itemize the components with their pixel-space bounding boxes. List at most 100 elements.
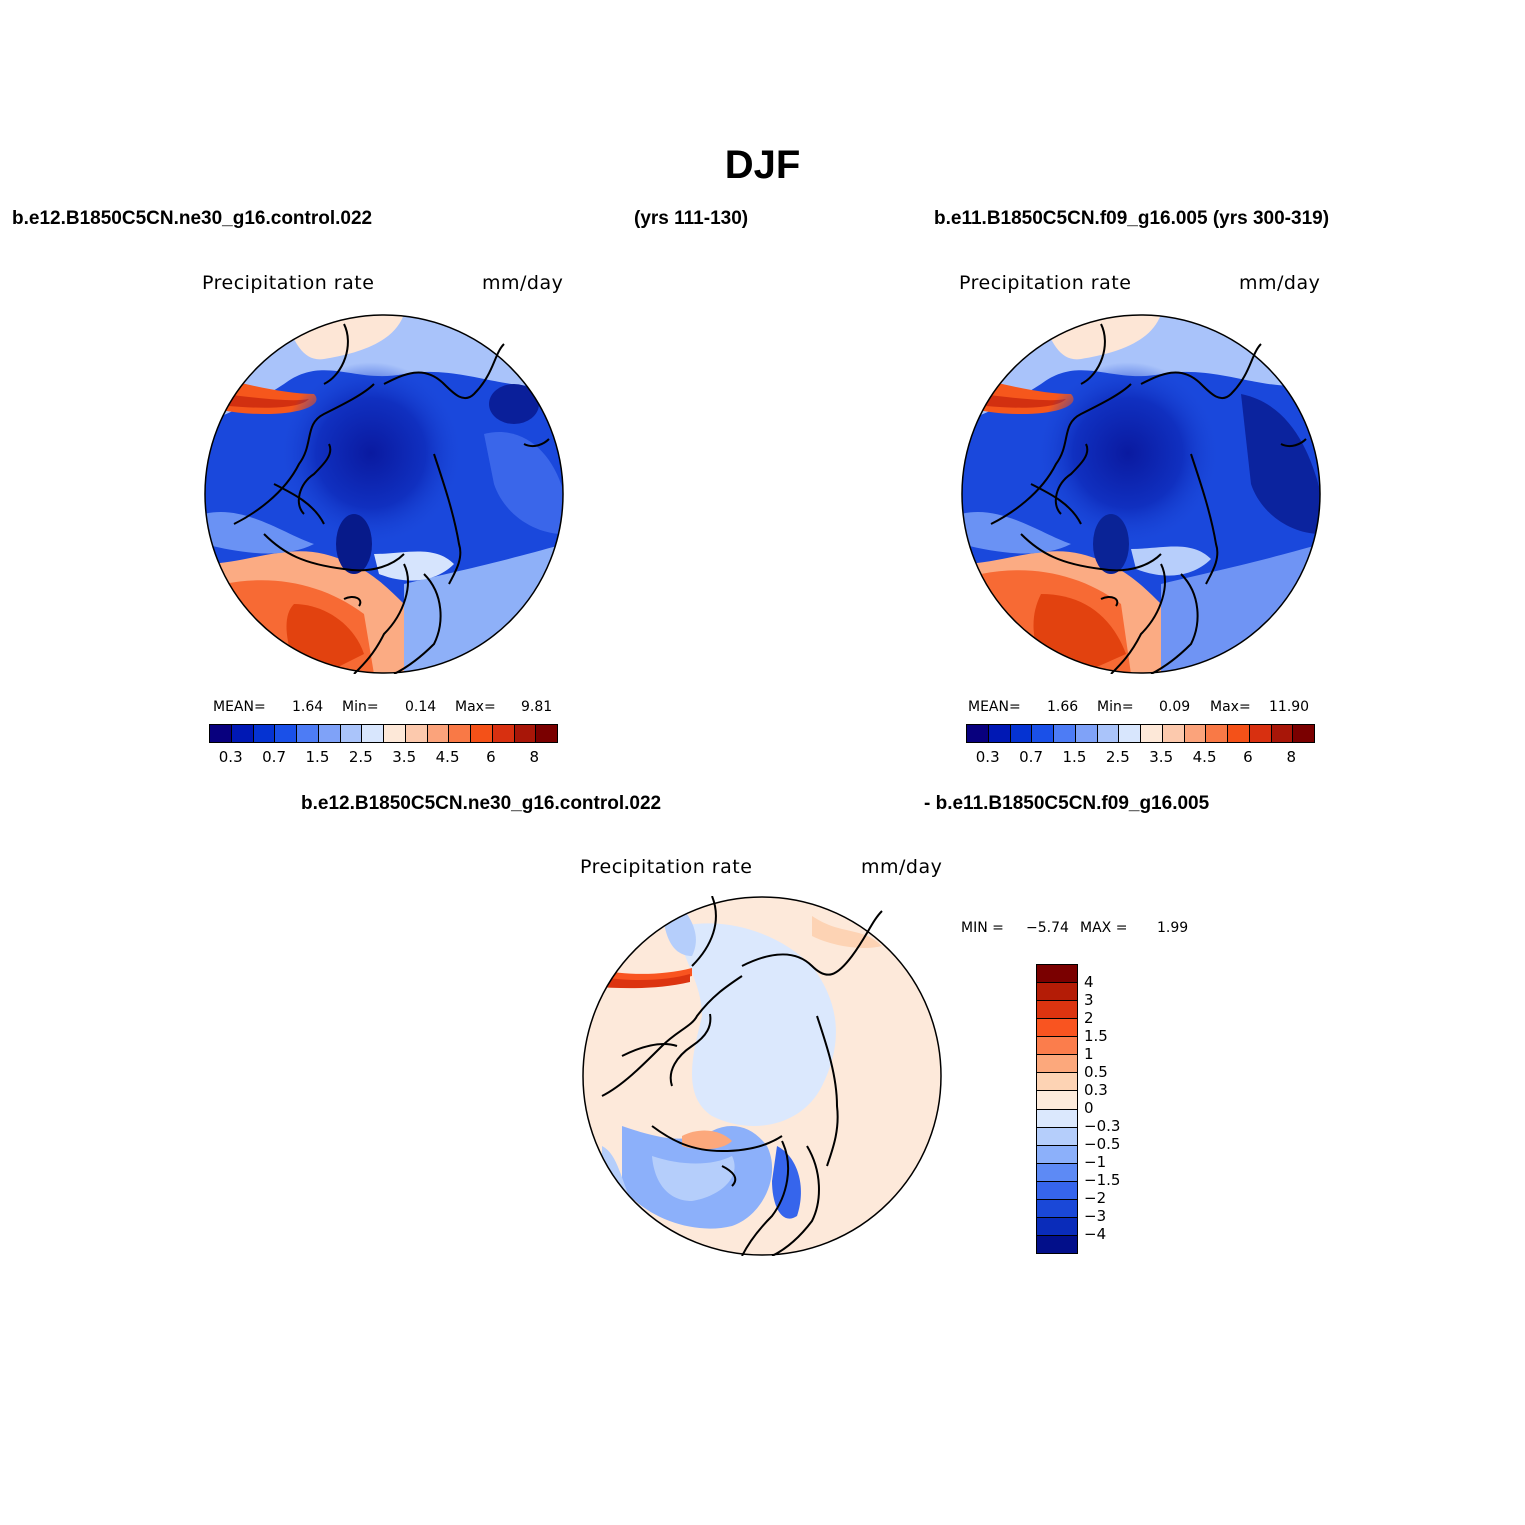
panel1-case-label: b.e12.B1850C5CN.ne30_g16.control.022	[12, 208, 373, 229]
colorbar-tick-label: 4.5	[1192, 748, 1217, 766]
colorbar-swatch	[449, 725, 471, 742]
panel2-max-value: 11.90	[1269, 699, 1310, 715]
diff-max-value: 1.99	[1157, 920, 1189, 936]
colorbar-tick-label: 4.5	[435, 748, 460, 766]
colorbar-swatch	[1037, 1001, 1077, 1020]
colorbar-swatch	[1249, 725, 1272, 742]
diff-case-b-label: - b.e11.B1850C5CN.f09_g16.005	[924, 793, 1210, 814]
colorbar-tick-label: 8	[529, 748, 540, 766]
panel2-max-label: Max=	[1210, 699, 1251, 715]
colorbar-tick-label: 2.5	[1105, 748, 1130, 766]
colorbar-swatch	[1037, 1091, 1077, 1110]
colorbar-swatch	[340, 725, 363, 742]
panel1-variable-label: Precipitation rate	[202, 272, 375, 294]
colorbar-swatch	[1228, 725, 1250, 742]
panel1-mean-value: 1.64	[292, 699, 324, 715]
panel1-mean-label: MEAN=	[213, 699, 266, 715]
diff-min-value: −5.74	[1026, 920, 1069, 936]
colorbar-tick-label: 0.3	[1084, 1081, 1108, 1099]
colorbar-swatch	[1037, 1181, 1077, 1200]
colorbar-swatch	[988, 725, 1011, 742]
colorbar-tick-label: 0.5	[1084, 1063, 1108, 1081]
colorbar-swatch	[1032, 725, 1054, 742]
colorbar-tick-label: 0.7	[1019, 748, 1043, 766]
diff-colorbar-labels: 4 3 2 1.5 1 0.5 0.3 0 −0.3 −0.5 −1 −1.5 −2 −3 −4	[1084, 964, 1144, 1252]
colorbar-tick-label: 8	[1286, 748, 1297, 766]
colorbar-swatch	[253, 725, 276, 742]
colorbar-tick-label: −0.5	[1084, 1135, 1121, 1153]
colorbar-tick-label: 0	[1084, 1099, 1094, 1117]
colorbar-swatch	[514, 725, 537, 742]
diff-min-label: MIN =	[961, 920, 1004, 936]
colorbar-swatch	[1037, 1145, 1077, 1164]
colorbar-tick-label: 2.5	[348, 748, 373, 766]
colorbar-swatch	[1097, 725, 1120, 742]
diff-case-a-label: b.e12.B1850C5CN.ne30_g16.control.022	[301, 793, 662, 814]
colorbar-swatch	[1037, 1055, 1077, 1074]
colorbar-swatch	[210, 725, 232, 742]
colorbar-tick-label: 1	[1084, 1045, 1094, 1063]
colorbar-tick-label: −4	[1084, 1225, 1107, 1243]
colorbar-tick-label: 3.5	[392, 748, 417, 766]
colorbar-swatch	[1293, 725, 1314, 742]
colorbar-swatch	[492, 725, 515, 742]
panel2-min-value: 0.09	[1159, 699, 1191, 715]
colorbar-swatch	[231, 725, 254, 742]
colorbar-swatch	[1037, 965, 1077, 984]
panel1-max-value: 9.81	[521, 699, 553, 715]
colorbar-tick-label: −0.3	[1084, 1117, 1121, 1135]
diff-variable-label: Precipitation rate	[580, 856, 753, 878]
colorbar-swatch	[1206, 725, 1228, 742]
diff-units-label: mm/day	[861, 856, 943, 878]
panel1-units-label: mm/day	[482, 272, 564, 294]
colorbar-swatch	[1271, 725, 1294, 742]
panel1-max-label: Max=	[455, 699, 496, 715]
colorbar-swatch	[405, 725, 428, 742]
colorbar-tick-label: 6	[1243, 748, 1253, 766]
colorbar-swatch	[1037, 1235, 1077, 1253]
panel2-mean-label: MEAN=	[968, 699, 1021, 715]
colorbar-swatch	[1037, 1019, 1077, 1038]
colorbar-tick-label: 0.3	[218, 748, 243, 766]
colorbar-tick-label: −1.5	[1084, 1171, 1121, 1189]
colorbar-tick-label: 6	[486, 748, 496, 766]
colorbar-swatch	[384, 725, 406, 742]
colorbar-swatch	[1119, 725, 1141, 742]
colorbar-tick-label: 4	[1084, 973, 1094, 991]
colorbar-tick-label: −2	[1084, 1189, 1107, 1207]
colorbar-swatch	[297, 725, 319, 742]
colorbar-swatch	[967, 725, 989, 742]
colorbar-swatch	[1054, 725, 1076, 742]
panel1-colorbar-labels: 0.3 0.7 1.5 2.5 3.5 4.5 6 8	[209, 748, 556, 766]
colorbar-swatch	[1037, 1217, 1077, 1236]
colorbar-swatch	[1037, 1109, 1077, 1128]
colorbar-tick-label: 0.3	[975, 748, 1000, 766]
panel2-mean-value: 1.66	[1047, 699, 1079, 715]
colorbar-swatch	[427, 725, 450, 742]
diff-max-label: MAX =	[1080, 920, 1128, 936]
panel2-polar-map	[961, 314, 1321, 674]
colorbar-swatch	[1037, 1073, 1077, 1092]
colorbar-tick-label: 1.5	[305, 748, 330, 766]
panel2-variable-label: Precipitation rate	[959, 272, 1132, 294]
colorbar-swatch	[1037, 1127, 1077, 1146]
panel1-polar-map	[204, 314, 564, 674]
panel2-colorbar	[966, 724, 1315, 743]
panel2-case-label: b.e11.B1850C5CN.f09_g16.005 (yrs 300-319…	[934, 208, 1330, 229]
colorbar-tick-label: 1.5	[1062, 748, 1087, 766]
panel1-min-label: Min=	[342, 699, 379, 715]
panel1-min-value: 0.14	[405, 699, 437, 715]
colorbar-swatch	[318, 725, 341, 742]
figure-title: DJF	[724, 143, 801, 187]
panel1-years-label: (yrs 111-130)	[634, 208, 749, 229]
colorbar-swatch	[1037, 1199, 1077, 1218]
colorbar-swatch	[536, 725, 557, 742]
colorbar-swatch	[1037, 1163, 1077, 1182]
colorbar-swatch	[362, 725, 384, 742]
panel2-units-label: mm/day	[1239, 272, 1321, 294]
panel1-colorbar	[209, 724, 558, 743]
difference-polar-map	[582, 896, 942, 1256]
colorbar-swatch	[1037, 983, 1077, 1002]
colorbar-swatch	[1184, 725, 1207, 742]
colorbar-swatch	[471, 725, 493, 742]
